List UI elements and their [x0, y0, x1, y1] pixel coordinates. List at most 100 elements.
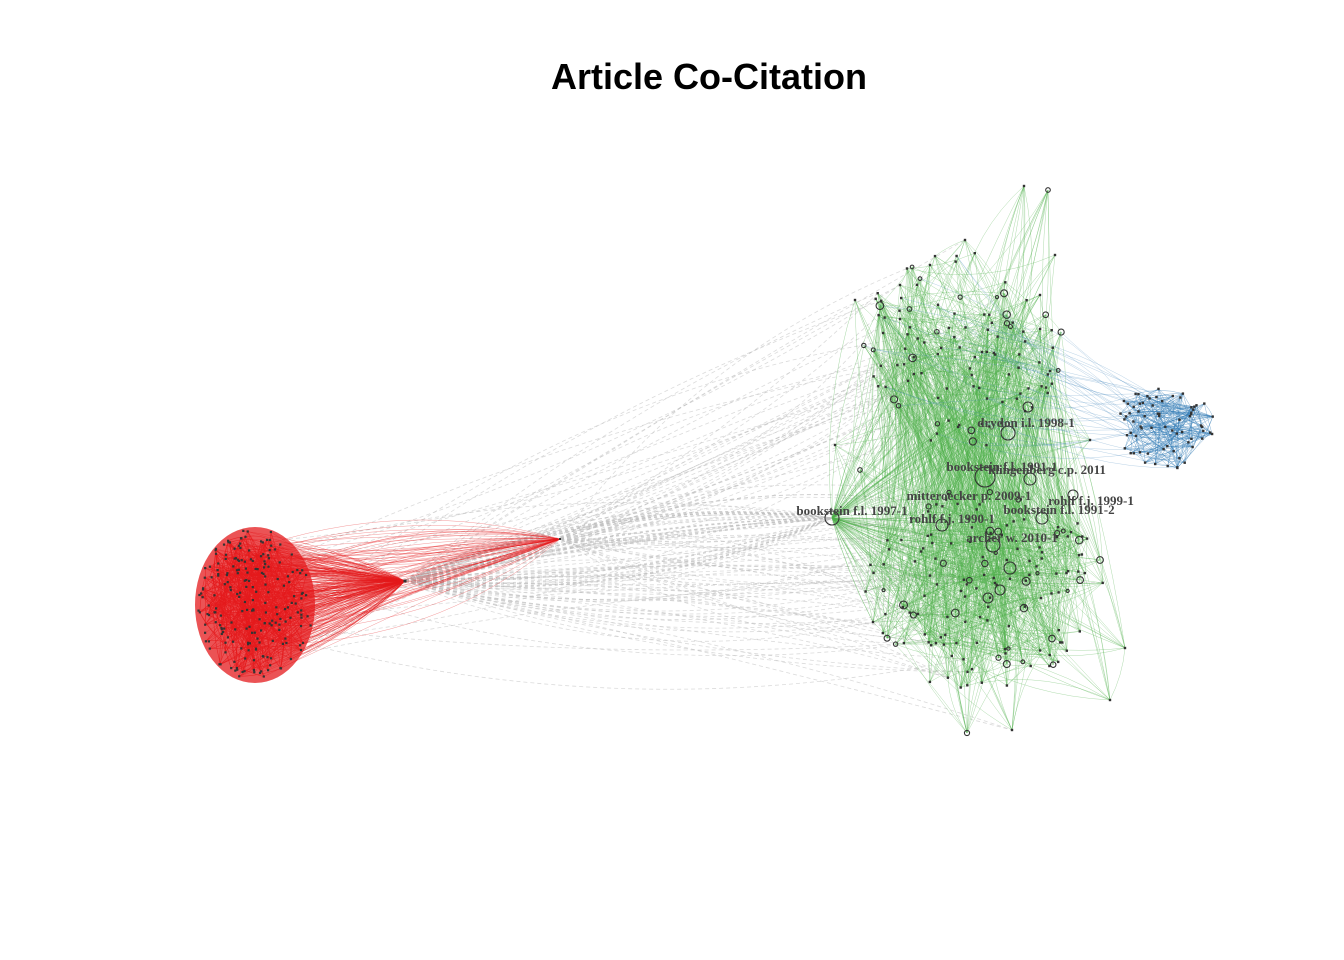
network-edge — [929, 509, 977, 576]
network-edge — [919, 278, 925, 343]
network-node — [1077, 554, 1081, 557]
network-edge — [979, 504, 1042, 559]
network-edge — [1000, 367, 1024, 662]
network-edge — [831, 517, 874, 623]
network-node — [861, 342, 867, 349]
network-edge — [863, 345, 1088, 539]
network-node — [1125, 434, 1129, 437]
network-edge — [831, 517, 977, 643]
network-node — [236, 592, 239, 596]
network-edge — [924, 582, 1103, 635]
network-edge — [1176, 419, 1180, 469]
network-edge — [954, 504, 980, 734]
network-edge — [831, 314, 1046, 519]
network-edge — [1047, 374, 1060, 593]
network-edge — [404, 517, 833, 582]
network-edge — [831, 330, 1052, 519]
network-edge — [883, 564, 962, 592]
network-node — [234, 669, 237, 672]
network-edge — [1202, 416, 1213, 439]
network-edge — [882, 332, 906, 349]
network-edge — [903, 642, 968, 734]
network-edge — [979, 387, 1048, 394]
network-edge — [948, 493, 1040, 548]
network-edge — [1008, 629, 1059, 649]
network-node — [833, 443, 837, 447]
network-edge — [971, 341, 1026, 376]
network-edge — [1017, 548, 1067, 651]
network-edge — [994, 582, 1024, 662]
network-edge — [954, 336, 1042, 559]
network-edge — [947, 492, 952, 678]
network-edge — [924, 255, 967, 596]
network-node — [915, 283, 919, 286]
network-edge — [292, 529, 561, 573]
network-edge — [878, 315, 888, 541]
network-edge — [960, 560, 1030, 592]
network-edge — [946, 388, 972, 734]
network-edge — [859, 374, 972, 471]
network-node — [972, 385, 975, 388]
network-edge — [880, 300, 938, 434]
network-node — [253, 671, 256, 674]
network-edge — [928, 282, 1006, 507]
network-edge — [1158, 388, 1178, 434]
network-edge — [911, 282, 1006, 519]
network-edge — [968, 445, 987, 683]
network-edge — [404, 578, 949, 679]
network-node — [1022, 518, 1026, 521]
network-edge — [985, 352, 995, 493]
network-edge — [831, 264, 931, 519]
network-edge — [987, 294, 1041, 330]
network-edge — [882, 354, 939, 634]
network-edge — [1002, 401, 1015, 627]
network-node — [1069, 530, 1073, 534]
network-edge — [998, 573, 1038, 658]
network-edge — [902, 606, 1126, 651]
network-edge — [973, 386, 1142, 429]
network-edge — [831, 517, 1037, 567]
network-node — [268, 549, 271, 552]
network-edge — [404, 348, 906, 582]
network-edge — [971, 499, 1022, 670]
network-edge — [896, 364, 899, 406]
network-edge — [1006, 573, 1057, 665]
network-edge — [831, 266, 913, 519]
network-node — [248, 625, 251, 628]
network-node — [243, 560, 246, 563]
network-edge — [831, 308, 910, 519]
network-node — [247, 643, 250, 646]
network-node — [941, 505, 944, 508]
network-edge — [286, 538, 561, 644]
network-edge — [872, 349, 999, 658]
network-node — [1138, 451, 1142, 454]
network-edge — [1167, 407, 1192, 447]
network-node — [224, 641, 227, 644]
network-node — [1029, 664, 1032, 668]
network-node — [1048, 634, 1056, 643]
network-edge — [948, 492, 1057, 574]
network-node — [1008, 577, 1012, 580]
network-edge — [956, 556, 983, 644]
network-edge — [967, 329, 989, 672]
network-node — [251, 631, 254, 634]
network-edge — [981, 679, 1111, 701]
network-node — [913, 560, 917, 563]
network-edge — [404, 388, 947, 582]
network-edge — [966, 351, 983, 528]
network-edge — [924, 336, 998, 635]
network-node — [300, 609, 303, 612]
network-node — [1020, 659, 1026, 665]
network-edge — [831, 328, 1041, 519]
network-edge — [901, 539, 1006, 650]
network-edge — [974, 356, 1081, 632]
network-node — [1083, 571, 1086, 575]
network-edge — [937, 397, 1019, 500]
network-edge — [911, 373, 922, 519]
network-node — [970, 373, 973, 377]
network-node — [290, 601, 293, 604]
network-edge — [1023, 331, 1080, 541]
network-edge — [1002, 401, 1060, 631]
network-edge — [885, 386, 931, 576]
network-node — [1156, 412, 1160, 415]
